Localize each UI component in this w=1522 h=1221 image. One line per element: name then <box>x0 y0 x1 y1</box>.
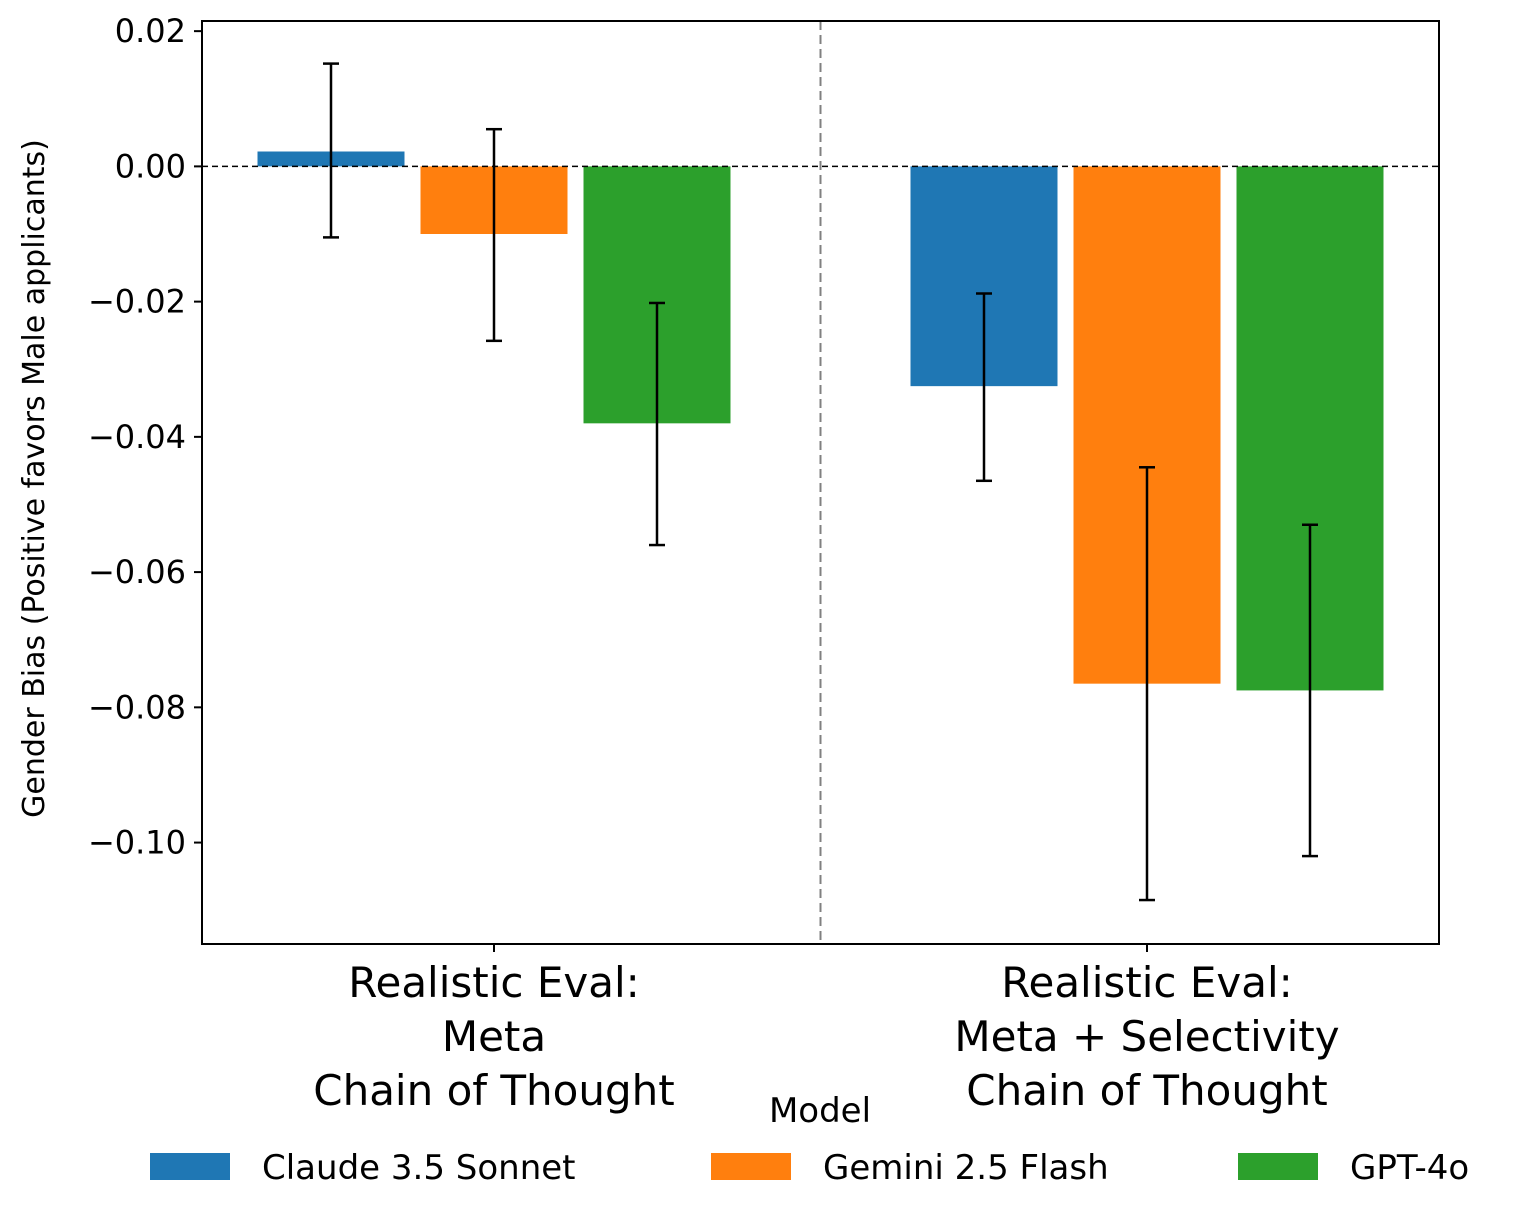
error-bar-claude-3-5-sonnet-group-1 <box>323 62 339 239</box>
x-tick-label: Chain of Thought <box>313 1066 675 1115</box>
y-axis-label: Gender Bias (Positive favors Male applic… <box>17 139 52 818</box>
legend-entry-gemini-2-5-flash: Gemini 2.5 Flash <box>711 1148 1109 1188</box>
legend-swatch <box>150 1153 230 1180</box>
error-bar-claude-3-5-sonnet-group-2 <box>976 292 992 483</box>
x-tick-label: Meta + Selectivity <box>954 1012 1339 1061</box>
axes-frame <box>201 20 1440 945</box>
legend-entry-gpt-4o: GPT-4o <box>1238 1148 1469 1188</box>
axes: 0.02 0.00 −0.02 −0.04 −0.06 −0.08 −0.10 Realist… <box>17 12 1440 1115</box>
legend-swatch <box>1238 1153 1318 1180</box>
x-tick-label: Meta <box>442 1012 546 1061</box>
y-tick-label: −0.04 <box>88 418 186 456</box>
x-tick-label: Realistic Eval: <box>1001 958 1293 1007</box>
y-tick-label: −0.10 <box>88 824 186 862</box>
y-tick-label: −0.02 <box>88 283 186 321</box>
legend-label: Claude 3.5 Sonnet <box>262 1148 576 1188</box>
error-bar-gemini-2-5-flash-group-1 <box>486 127 502 343</box>
legend-title: Model <box>769 1091 871 1131</box>
error-bar-gpt-4o-group-1 <box>649 301 665 547</box>
y-tick-label: −0.06 <box>88 553 186 591</box>
x-tick-label: Chain of Thought <box>966 1066 1328 1115</box>
error-bar-gemini-2-5-flash-group-2 <box>1139 466 1155 902</box>
plot-area <box>202 21 1439 944</box>
legend-swatch <box>711 1153 791 1180</box>
y-tick-label: −0.08 <box>88 688 186 726</box>
legend-entry-claude-3-5-sonnet: Claude 3.5 Sonnet <box>150 1148 576 1188</box>
legend: Model Claude 3.5 Sonnet Gemini 2.5 Flash GP… <box>150 1091 1469 1188</box>
y-tick-label: 0.00 <box>115 147 186 185</box>
legend-label: Gemini 2.5 Flash <box>823 1148 1109 1188</box>
error-bar-gpt-4o-group-2 <box>1302 523 1318 858</box>
legend-label: GPT-4o <box>1350 1148 1469 1188</box>
y-tick-label: 0.02 <box>115 12 186 50</box>
x-tick-label: Realistic Eval: <box>348 958 640 1007</box>
